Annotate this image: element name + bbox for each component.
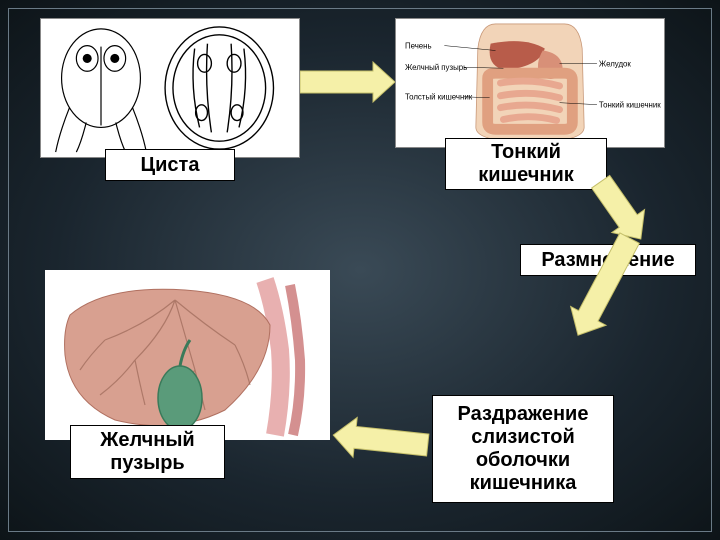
cyst-image — [40, 18, 300, 158]
liver-gallbladder-illustration — [45, 270, 330, 440]
anat-label-liver: Печень — [405, 42, 432, 51]
label-gallbladder: Желчный пузырь — [70, 425, 225, 479]
label-irritation: Раздражение слизистой оболочки кишечника — [432, 395, 614, 503]
arrow-irritation-to-gallbladder — [332, 418, 432, 468]
arrow-intestine-to-reproduction — [600, 175, 680, 255]
label-gallbladder-l1: Желчный — [100, 429, 194, 452]
label-intestine-l2: кишечник — [478, 164, 574, 187]
cyst-cells-illustration — [41, 19, 299, 157]
anat-label-stomach: Желудок — [599, 59, 631, 68]
label-cyst: Циста — [105, 149, 235, 181]
liver-image — [45, 270, 330, 440]
label-gallbladder-l2: пузырь — [110, 452, 184, 475]
label-cyst-text: Циста — [141, 154, 200, 177]
arrow-reproduction-to-irritation — [555, 275, 675, 405]
label-irritation-l1: Раздражение — [458, 403, 589, 426]
digestive-system-illustration: Печень Желчный пузырь Толстый кишечник Ж… — [396, 19, 664, 147]
arrow-cyst-to-intestine — [300, 60, 395, 104]
anat-label-gallbladder: Желчный пузырь — [405, 63, 467, 72]
label-intestine-l1: Тонкий — [491, 141, 561, 164]
label-irritation-l2: слизистой — [471, 426, 575, 449]
anat-label-large-intestine: Толстый кишечник — [405, 93, 473, 102]
label-small-intestine: Тонкий кишечник — [445, 138, 607, 190]
label-irritation-l3: оболочки — [476, 449, 570, 472]
anat-label-small-intestine: Тонкий кишечник — [599, 101, 661, 110]
anatomy-image: Печень Желчный пузырь Толстый кишечник Ж… — [395, 18, 665, 148]
label-irritation-l4: кишечника — [470, 472, 577, 495]
